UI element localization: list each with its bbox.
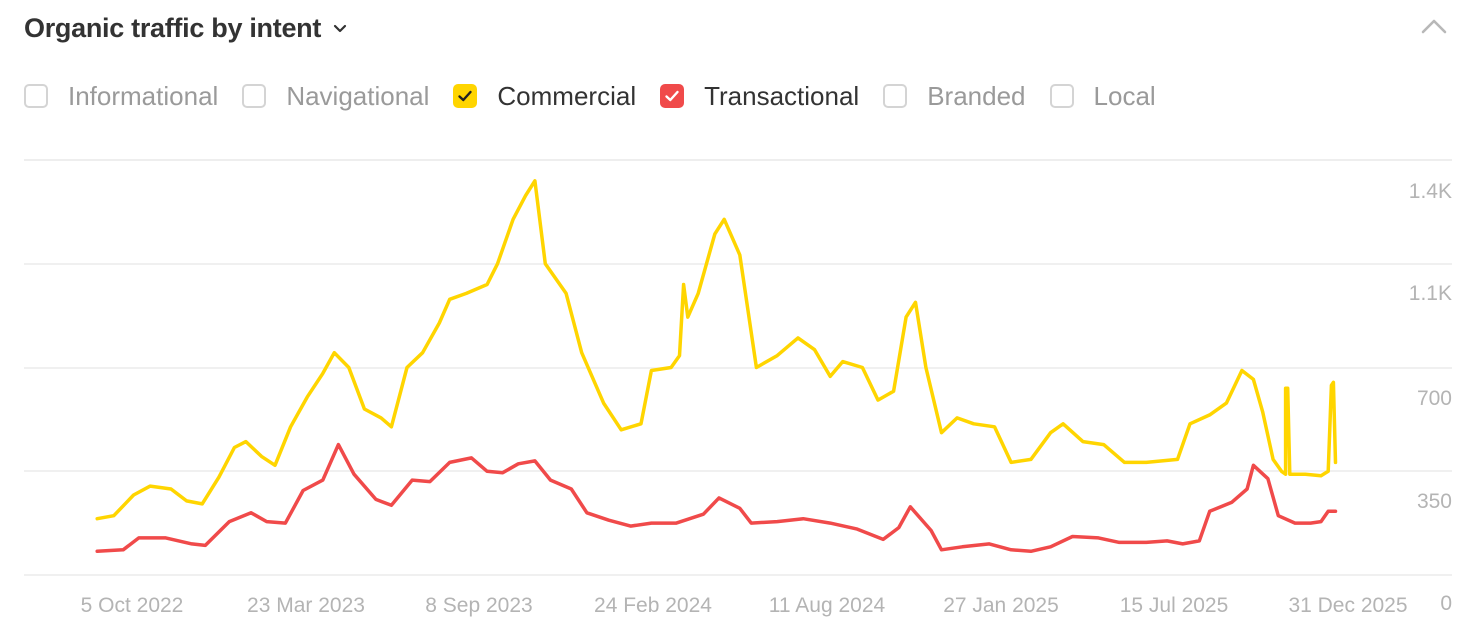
x-tick-label: 5 Oct 2022 [81, 594, 184, 617]
x-axis-ticks: 5 Oct 2022 23 Mar 2023 8 Sep 2023 24 Feb 20… [81, 594, 1408, 617]
legend-label: Navigational [286, 80, 430, 111]
traffic-line-chart: 0 350 700 1.1K 1.4K 5 Oct 2022 23 Mar 2023 8 S… [24, 159, 1452, 617]
x-tick-label: 8 Sep 2023 [425, 594, 532, 617]
legend-item-informational[interactable]: Informational [24, 81, 218, 112]
series-line-transactional [95, 442, 1338, 554]
x-tick-label: 23 Mar 2023 [247, 594, 365, 617]
checkbox[interactable] [242, 84, 267, 108]
legend-item-local[interactable]: Local [1049, 80, 1156, 112]
x-tick-label: 24 Feb 2024 [594, 594, 712, 617]
y-tick-label: 1.1K [1409, 282, 1452, 305]
checkmark-icon [458, 90, 473, 102]
y-tick-label: 350 [1417, 490, 1452, 513]
checkbox[interactable] [883, 84, 908, 108]
checkbox[interactable] [1049, 84, 1074, 108]
legend-label: Commercial [497, 80, 637, 111]
chart-header: Organic traffic by intent [24, 8, 347, 48]
legend-item-transactional[interactable]: Transactional [660, 81, 859, 112]
chart-grid [24, 159, 1452, 576]
checkmark-icon [665, 90, 679, 102]
y-tick-label: 0 [1440, 592, 1452, 615]
chevron-up-icon[interactable] [1418, 14, 1450, 38]
legend-item-commercial[interactable]: Commercial [453, 81, 636, 112]
y-tick-label: 700 [1417, 387, 1452, 410]
legend-item-navigational[interactable]: Navigational [242, 81, 429, 112]
x-tick-label: 31 Dec 2025 [1288, 594, 1407, 617]
chart-series [95, 179, 1338, 554]
chart-title: Organic traffic by intent [24, 12, 322, 43]
x-tick-label: 27 Jan 2025 [943, 594, 1059, 617]
y-tick-label: 1.4K [1409, 180, 1452, 203]
x-tick-label: 11 Aug 2024 [769, 594, 886, 617]
series-line-commercial [95, 179, 1338, 521]
legend-label: Transactional [704, 80, 860, 111]
legend-item-branded[interactable]: Branded [883, 80, 1026, 112]
legend-label: Informational [68, 80, 219, 111]
chevron-down-icon[interactable] [333, 21, 347, 35]
checkbox[interactable] [24, 84, 48, 108]
checkbox-checked[interactable] [660, 84, 685, 108]
intent-legend: Informational Navigational Commercial Tr… [24, 76, 1180, 116]
checkbox-checked[interactable] [453, 84, 478, 108]
legend-label: Branded [927, 80, 1026, 111]
x-tick-label: 15 Jul 2025 [1120, 594, 1229, 617]
legend-label: Local [1093, 80, 1156, 111]
y-axis-ticks: 0 350 700 1.1K 1.4K [1409, 180, 1452, 615]
